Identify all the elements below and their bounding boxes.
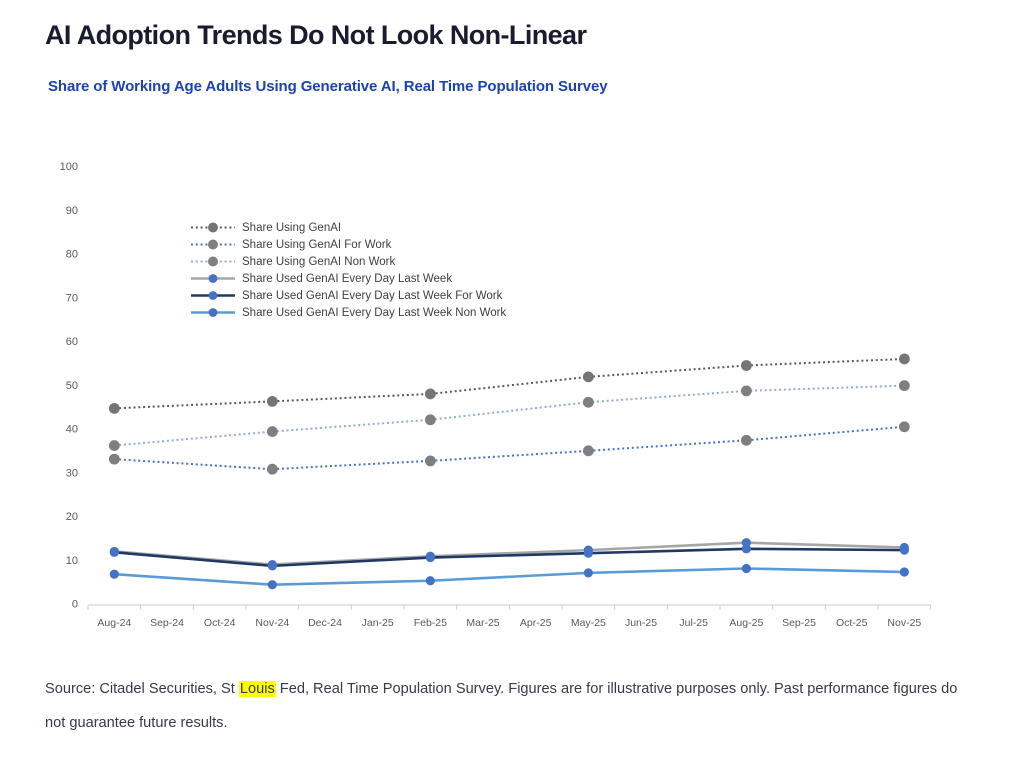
series-line xyxy=(114,547,905,568)
x-axis-tick-label: Dec-24 xyxy=(308,617,342,629)
legend-label: Share Used GenAI Every Day Last Week For… xyxy=(242,289,503,302)
data-point-marker xyxy=(741,563,751,574)
data-point-marker xyxy=(899,567,909,577)
data-point-marker xyxy=(898,421,910,433)
legend-label: Share Used GenAI Every Day Last Week Non… xyxy=(242,306,507,319)
x-axis-tick-label: Jul-25 xyxy=(679,617,708,629)
y-axis-tick-label: 80 xyxy=(66,249,78,261)
y-axis-tick-label: 50 xyxy=(66,380,78,392)
legend-swatch-icon xyxy=(191,274,235,283)
y-axis-tick-label: 90 xyxy=(66,205,78,217)
legend-label: Share Used GenAI Every Day Last Week xyxy=(242,272,453,285)
data-point-marker xyxy=(425,576,435,586)
source-text-suffix: Fed, Real Time Population Survey. Figure… xyxy=(45,681,958,731)
data-point-marker xyxy=(583,568,593,578)
x-axis-tick-label: Aug-25 xyxy=(729,617,763,629)
legend-item: Share Used GenAI Every Day Last Week For… xyxy=(190,287,506,304)
y-axis-tick-label: 70 xyxy=(66,292,78,304)
data-point-marker xyxy=(740,385,752,397)
x-axis-tick-label: Sep-25 xyxy=(782,617,816,629)
legend-item: Share Used GenAI Every Day Last Week Non… xyxy=(190,304,506,321)
data-point-marker xyxy=(424,388,436,400)
chart-subtitle: Share of Working Age Adults Using Genera… xyxy=(48,78,608,95)
chart-canvas: 0 10 20 30 40 50 60 70 80 90 100 Aug-24 Sep-24 Oct-24… xyxy=(60,161,932,629)
series-line xyxy=(114,567,905,586)
y-axis-tick-label: 20 xyxy=(66,511,78,523)
legend-item: Share Using GenAI Non Work xyxy=(190,253,506,270)
data-point-marker xyxy=(108,453,120,465)
x-axis-tick-label: Nov-25 xyxy=(887,617,921,629)
data-point-marker xyxy=(899,545,909,555)
data-point-marker xyxy=(108,440,120,451)
data-point-marker xyxy=(898,353,910,365)
data-point-marker xyxy=(424,414,436,426)
x-axis-tick-label: Aug-24 xyxy=(97,617,131,629)
data-point-marker xyxy=(109,569,119,579)
data-point-marker xyxy=(582,445,594,457)
data-point-marker xyxy=(266,395,278,407)
legend-item: Share Using GenAI For Work xyxy=(190,236,506,253)
legend-swatch-icon xyxy=(191,291,235,300)
data-point-marker xyxy=(582,396,594,408)
page-title: AI Adoption Trends Do Not Look Non-Linea… xyxy=(45,20,587,50)
legend-label: Share Using GenAI xyxy=(242,221,342,234)
data-point-marker xyxy=(109,547,119,557)
data-point-marker xyxy=(266,463,278,475)
legend-item: Share Used GenAI Every Day Last Week xyxy=(190,270,506,287)
x-axis-tick-label: Sep-24 xyxy=(150,617,184,629)
y-axis-tick-label: 0 xyxy=(72,599,78,611)
data-point-marker xyxy=(108,402,120,414)
legend-label: Share Using GenAI For Work xyxy=(242,238,392,251)
source-note: Source: Citadel Securities, St Louis Fed… xyxy=(45,672,980,740)
y-axis-tick-label: 60 xyxy=(66,336,78,348)
legend-item: Share Using GenAI xyxy=(190,219,506,236)
x-axis-tick-label: Oct-25 xyxy=(836,617,868,629)
legend-swatch-icon xyxy=(191,256,235,267)
x-axis-tick-label: May-25 xyxy=(571,617,606,629)
data-point-marker xyxy=(424,455,436,467)
legend-label: Share Using GenAI Non Work xyxy=(242,255,396,268)
line-chart: 0 10 20 30 40 50 60 70 80 90 100 Aug-24 Sep-24 Oct-24… xyxy=(60,161,932,629)
data-point-marker xyxy=(267,561,277,571)
x-axis-tick-label: Apr-25 xyxy=(520,617,552,629)
x-axis-tick-label: Feb-25 xyxy=(414,617,447,629)
legend-swatch-icon xyxy=(191,222,235,233)
source-highlight: Louis xyxy=(238,681,276,697)
series-line xyxy=(114,357,905,410)
x-axis-tick-label: Jan-25 xyxy=(362,617,394,629)
x-axis-tick-label: Nov-24 xyxy=(255,617,289,629)
chart-legend: Share Using GenAI Share Using GenAI For W… xyxy=(190,219,506,321)
x-axis-tick-label: Mar-25 xyxy=(466,617,499,629)
y-axis-tick-label: 100 xyxy=(60,161,78,173)
data-point-marker xyxy=(266,426,278,437)
data-point-marker xyxy=(740,434,752,446)
y-axis-tick-label: 30 xyxy=(66,467,78,479)
data-point-marker xyxy=(425,552,435,563)
data-point-marker xyxy=(583,548,593,558)
data-point-marker xyxy=(740,360,752,371)
y-axis-tick-label: 40 xyxy=(66,424,78,436)
data-point-marker xyxy=(267,580,277,590)
data-point-marker xyxy=(898,380,910,392)
data-point-marker xyxy=(582,371,594,383)
source-text-prefix: Source: Citadel Securities, St xyxy=(45,681,239,697)
x-axis-tick-label: Jun-25 xyxy=(625,617,657,629)
legend-swatch-icon xyxy=(191,239,235,250)
data-point-marker xyxy=(741,544,751,554)
legend-swatch-icon xyxy=(191,308,235,317)
series-line xyxy=(114,425,905,471)
x-axis-tick-label: Oct-24 xyxy=(204,617,236,629)
y-axis-tick-label: 10 xyxy=(66,555,78,567)
